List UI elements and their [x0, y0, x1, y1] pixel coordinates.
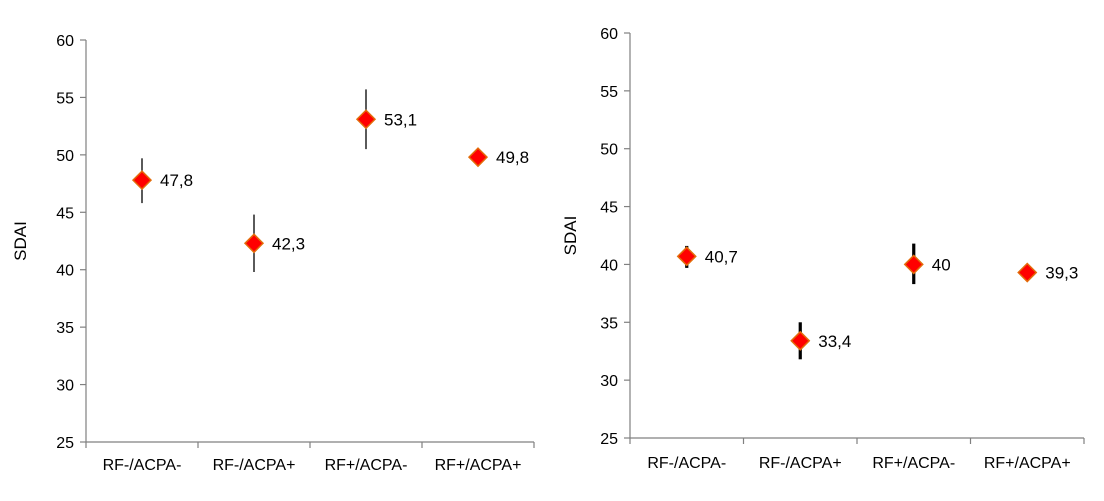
y-tick-label: 60 [56, 33, 74, 50]
data-point-marker [243, 233, 265, 254]
data-label: 47,8 [160, 171, 193, 190]
y-axis-title: SDAI [561, 216, 580, 256]
data-label: 49,8 [496, 148, 529, 167]
x-tick-label: RF-/ACPA- [647, 455, 726, 472]
data-label: 39,3 [1045, 264, 1078, 283]
y-tick-label: 40 [56, 263, 74, 280]
y-tick-label: 35 [600, 315, 618, 332]
y-tick-label: 40 [600, 257, 618, 274]
y-tick-label: 50 [600, 142, 618, 159]
right-chart-panel: 25 30 35 40 45 50 55 60 RF-/ACPA- RF-/ACPA+ RF+/AC… [561, 26, 1085, 472]
data-label: 42,3 [272, 234, 305, 253]
data-point-marker [903, 254, 924, 275]
y-tick-label: 30 [56, 378, 74, 395]
x-tick-label: RF+/ACPA+ [435, 457, 522, 474]
x-tick-label: RF+/ACPA+ [984, 455, 1071, 472]
y-tick-label: 50 [56, 148, 74, 165]
data-point-marker [355, 109, 377, 130]
y-tick-label: 60 [600, 26, 618, 43]
data-point-marker [467, 147, 489, 168]
data-label: 53,1 [384, 110, 417, 129]
y-tick-label: 55 [600, 84, 618, 101]
y-tick-label: 45 [56, 205, 74, 222]
data-label: 40 [932, 255, 951, 274]
y-tick-label: 45 [600, 200, 618, 217]
y-axis-title: SDAI [11, 221, 30, 261]
y-tick-label: 30 [600, 373, 618, 390]
x-tick-label: RF-/ACPA+ [213, 457, 296, 474]
data-label: 33,4 [818, 332, 851, 351]
data-point-marker [676, 246, 697, 267]
x-tick-label: RF+/ACPA- [872, 455, 955, 472]
x-tick-label: RF+/ACPA- [325, 457, 408, 474]
data-label: 40,7 [705, 247, 738, 266]
x-tick-label: RF-/ACPA- [103, 457, 182, 474]
y-tick-label: 25 [600, 431, 618, 448]
y-tick-label: 25 [56, 435, 74, 452]
data-point-marker [790, 330, 811, 351]
y-tick-label: 35 [56, 320, 74, 337]
y-tick-label: 55 [56, 90, 74, 107]
x-tick-label: RF-/ACPA+ [759, 455, 842, 472]
data-point-marker [1017, 262, 1038, 283]
data-point-marker [131, 170, 153, 191]
left-chart-panel: 25 30 35 40 45 50 55 60 RF-/ACPA- RF-/ACPA+ RF+/AC… [11, 33, 535, 474]
